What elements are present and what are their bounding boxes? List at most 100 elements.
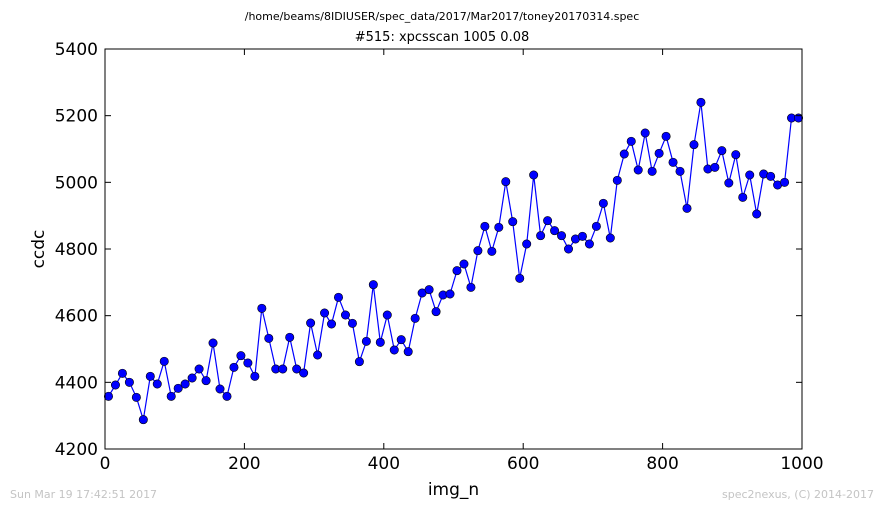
- data-point: [577, 231, 587, 241]
- data-point: [515, 273, 525, 283]
- data-point: [117, 368, 127, 378]
- data-point: [166, 391, 176, 401]
- data-point: [131, 392, 141, 402]
- data-point: [473, 246, 483, 256]
- data-point: [201, 376, 211, 386]
- data-point: [696, 97, 706, 107]
- data-point: [180, 379, 190, 389]
- x-tick-label: 400: [368, 454, 400, 474]
- chart-title: #515: xpcsscan 1005 0.08: [354, 30, 530, 45]
- data-point: [340, 310, 350, 320]
- data-point: [382, 310, 392, 320]
- data-point: [654, 148, 664, 158]
- data-point: [794, 113, 804, 123]
- series-line: [107, 102, 799, 420]
- data-point: [320, 308, 330, 318]
- data-point: [682, 203, 692, 213]
- data-point: [626, 136, 636, 146]
- data-point: [445, 289, 455, 299]
- data-point: [333, 292, 343, 302]
- data-point: [459, 259, 469, 269]
- data-point: [299, 368, 309, 378]
- data-point: [327, 319, 337, 329]
- data-point: [424, 285, 434, 295]
- y-tick-label: 4800: [55, 240, 98, 260]
- ticks-layer: 0 200 400 600 800 1000 4200 4400 4600 4800 5000 520…: [55, 40, 824, 474]
- data-point: [354, 357, 364, 367]
- y-tick-label: 4600: [55, 307, 98, 327]
- data-point: [752, 209, 762, 219]
- data-point: [243, 358, 253, 368]
- data-point: [550, 226, 560, 236]
- data-point: [229, 362, 239, 372]
- data-point: [647, 166, 657, 176]
- data-point: [591, 221, 601, 231]
- x-axis-label: img_n: [428, 480, 479, 500]
- data-point: [487, 246, 497, 256]
- series-layer: [103, 97, 804, 425]
- data-point: [375, 337, 385, 347]
- data-point: [598, 198, 608, 208]
- x-tick-label: 800: [646, 454, 678, 474]
- data-point: [536, 231, 546, 241]
- data-point: [306, 318, 316, 328]
- data-point: [724, 178, 734, 188]
- data-point: [717, 146, 727, 156]
- data-point: [605, 233, 615, 243]
- y-tick-label: 4200: [55, 440, 98, 460]
- data-point: [633, 165, 643, 175]
- y-tick-label: 5000: [55, 173, 98, 193]
- data-point: [208, 338, 218, 348]
- data-point: [138, 415, 148, 425]
- data-point: [543, 216, 553, 226]
- data-point: [494, 222, 504, 232]
- x-tick-label: 1000: [780, 454, 823, 474]
- data-point: [619, 149, 629, 159]
- data-point: [110, 380, 120, 390]
- data-point: [564, 244, 574, 254]
- data-point: [766, 171, 776, 181]
- plot-frame: [104, 48, 803, 450]
- data-point: [410, 313, 420, 323]
- footer-credit: spec2nexus, (C) 2014-2017: [722, 488, 874, 501]
- data-point: [396, 335, 406, 345]
- x-tick-label: 200: [228, 454, 260, 474]
- data-point: [313, 350, 323, 360]
- data-point: [250, 371, 260, 381]
- data-point: [431, 307, 441, 317]
- y-tick-label: 5200: [55, 107, 98, 127]
- data-point: [361, 336, 371, 346]
- data-point: [389, 345, 399, 355]
- data-point: [152, 379, 162, 389]
- data-point: [557, 231, 567, 241]
- data-point: [584, 239, 594, 249]
- data-point: [347, 318, 357, 328]
- data-point: [236, 351, 246, 361]
- data-point: [264, 333, 274, 343]
- data-point: [403, 347, 413, 357]
- data-point: [745, 170, 755, 180]
- data-point: [731, 150, 741, 160]
- footer-timestamp: Sun Mar 19 17:42:51 2017: [10, 488, 158, 501]
- data-point: [529, 170, 539, 180]
- data-point: [675, 166, 685, 176]
- data-point: [145, 371, 155, 381]
- data-point: [173, 383, 183, 393]
- y-tick-label: 5400: [55, 40, 98, 60]
- data-point: [710, 162, 720, 172]
- data-point: [292, 364, 302, 374]
- data-point: [508, 217, 518, 227]
- y-axis-label: ccdc: [29, 230, 49, 269]
- data-point: [194, 364, 204, 374]
- data-point: [124, 377, 134, 387]
- data-point: [278, 364, 288, 374]
- data-point: [187, 373, 197, 383]
- data-point: [222, 391, 232, 401]
- data-point: [452, 266, 462, 276]
- data-point: [257, 303, 267, 313]
- file-path-title: /home/beams/8IDIUSER/spec_data/2017/Mar2…: [244, 10, 640, 23]
- data-point: [640, 128, 650, 138]
- data-point: [501, 177, 511, 187]
- data-point: [738, 192, 748, 202]
- x-tick-label: 600: [507, 454, 539, 474]
